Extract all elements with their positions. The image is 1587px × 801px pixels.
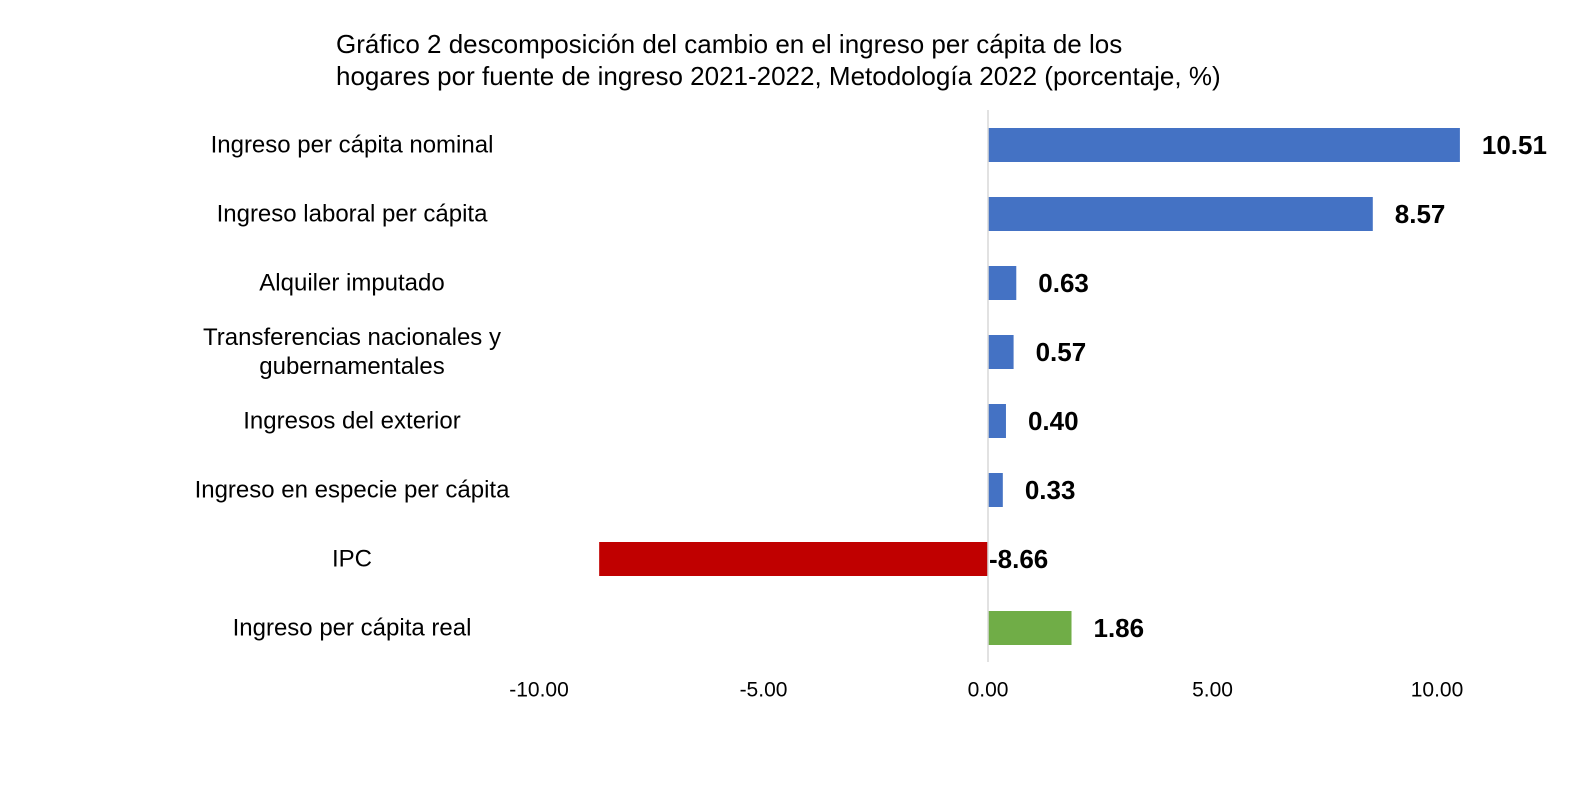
bar — [988, 266, 1017, 300]
x-tick-label: 10.00 — [1411, 679, 1464, 702]
category-label-line: gubernamentales — [259, 353, 444, 380]
category-label-line: Ingreso en especie per cápita — [195, 477, 511, 504]
bar — [988, 473, 1003, 507]
category-label-line: Transferencias nacionales y — [203, 324, 501, 351]
x-tick-label: 5.00 — [1192, 679, 1233, 702]
data-label: 10.51 — [1482, 130, 1547, 160]
chart-title-line-2: hogares por fuente de ingreso 2021-2022,… — [336, 61, 1221, 91]
data-label: 0.40 — [1028, 406, 1079, 436]
data-label: -8.66 — [989, 544, 1048, 574]
bar — [988, 197, 1373, 231]
data-label: 8.57 — [1395, 199, 1446, 229]
category-label-line: Ingresos del exterior — [243, 408, 460, 435]
category-label: Ingresos del exterior — [243, 408, 460, 435]
category-label: Ingreso laboral per cápita — [217, 201, 488, 228]
category-label: Ingreso per cápita nominal — [211, 132, 494, 159]
x-tick-label: -5.00 — [740, 679, 788, 702]
bar — [988, 404, 1006, 438]
category-label: IPC — [332, 546, 372, 573]
x-tick-label: -10.00 — [509, 679, 569, 702]
category-label: Ingreso en especie per cápita — [195, 477, 511, 504]
bar — [988, 611, 1072, 645]
category-label-line: IPC — [332, 546, 372, 573]
category-label: Alquiler imputado — [259, 270, 444, 297]
data-label: 0.63 — [1038, 268, 1089, 298]
data-label: 0.57 — [1036, 337, 1087, 367]
category-label-line: Ingreso per cápita real — [233, 615, 472, 642]
category-label-line: Ingreso laboral per cápita — [217, 201, 488, 228]
x-tick-label: 0.00 — [968, 679, 1009, 702]
bar — [988, 335, 1014, 369]
data-label: 1.86 — [1094, 613, 1145, 643]
category-label: Ingreso per cápita real — [233, 615, 472, 642]
chart-title-line-1: Gráfico 2 descomposición del cambio en e… — [336, 29, 1123, 59]
bar — [599, 542, 988, 576]
data-label: 0.33 — [1025, 475, 1076, 505]
category-label: Transferencias nacionales y gubernamental… — [203, 324, 501, 380]
category-label-line: Ingreso per cápita nominal — [211, 132, 494, 159]
chart-title: Gráfico 2 descomposición del cambio en e… — [336, 28, 1436, 92]
bar — [988, 128, 1460, 162]
category-label-line: Alquiler imputado — [259, 270, 444, 297]
